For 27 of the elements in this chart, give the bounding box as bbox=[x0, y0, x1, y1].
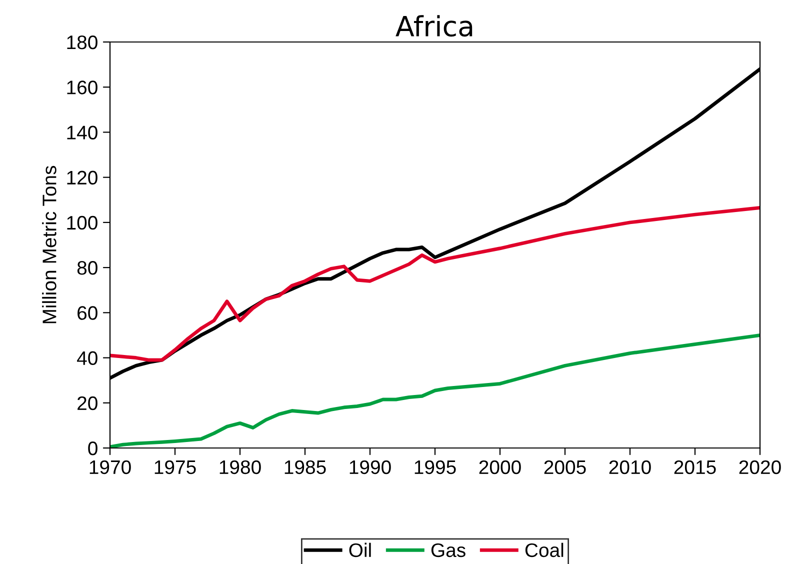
legend-label: Coal bbox=[525, 542, 564, 558]
x-tick-label: 1970 bbox=[90, 460, 131, 474]
x-tick-label: 2000 bbox=[479, 460, 521, 474]
y-tick-label: 40 bbox=[77, 351, 98, 366]
x-tick-label: 1985 bbox=[284, 460, 326, 474]
y-tick-label: 180 bbox=[67, 35, 98, 50]
x-tick-label: 2015 bbox=[674, 460, 716, 474]
x-tick-label: 2010 bbox=[609, 460, 651, 474]
y-tick-label: 100 bbox=[67, 216, 98, 230]
y-tick-label: 20 bbox=[78, 396, 98, 410]
y-tick-label: 120 bbox=[67, 170, 98, 185]
x-tick-label: 2020 bbox=[739, 460, 781, 474]
legend-label: Oil bbox=[349, 542, 371, 558]
x-tick-label: 2005 bbox=[544, 460, 586, 474]
line-series bbox=[110, 206, 760, 362]
x-tick-label: 1980 bbox=[220, 460, 261, 474]
y-tick-label: 0 bbox=[88, 441, 98, 456]
x-tick-label: 1990 bbox=[350, 460, 391, 474]
x-tick-label: 1995 bbox=[414, 460, 456, 474]
y-axis-title: Million Metric Tons bbox=[42, 166, 56, 324]
y-tick-label: 140 bbox=[67, 126, 98, 140]
x-tick-label: 1975 bbox=[154, 460, 196, 474]
chart-title: Africa bbox=[396, 15, 472, 37]
y-tick-label: 60 bbox=[78, 306, 98, 320]
y-tick-label: 160 bbox=[67, 80, 98, 94]
legend-label: Gas bbox=[431, 543, 466, 558]
y-tick-label: 80 bbox=[77, 261, 98, 275]
